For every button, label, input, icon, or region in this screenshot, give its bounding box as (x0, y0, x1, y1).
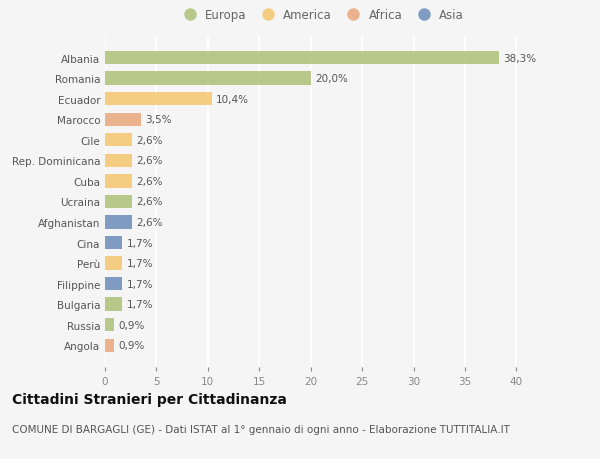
Text: 3,5%: 3,5% (145, 115, 172, 125)
Bar (105, 277, 122, 291)
Text: 1,7%: 1,7% (127, 300, 153, 309)
Bar (105, 319, 114, 332)
Bar (105, 113, 141, 127)
Bar (105, 195, 132, 209)
Bar (105, 154, 132, 168)
Text: 1,7%: 1,7% (127, 279, 153, 289)
Bar (105, 339, 114, 352)
Text: COMUNE DI BARGAGLI (GE) - Dati ISTAT al 1° gennaio di ogni anno - Elaborazione T: COMUNE DI BARGAGLI (GE) - Dati ISTAT al … (12, 425, 510, 435)
Bar (105, 134, 132, 147)
Legend: Europa, America, Africa, Asia: Europa, America, Africa, Asia (173, 5, 469, 27)
Bar (105, 72, 311, 85)
Text: 1,7%: 1,7% (127, 238, 153, 248)
Text: 2,6%: 2,6% (136, 197, 163, 207)
Text: 0,9%: 0,9% (118, 320, 145, 330)
Text: 38,3%: 38,3% (503, 53, 536, 63)
Text: 10,4%: 10,4% (216, 95, 249, 104)
Text: Cittadini Stranieri per Cittadinanza: Cittadini Stranieri per Cittadinanza (12, 392, 287, 406)
Text: 1,7%: 1,7% (127, 258, 153, 269)
Bar (105, 93, 212, 106)
Text: 2,6%: 2,6% (136, 218, 163, 228)
Bar (105, 298, 122, 311)
Text: 2,6%: 2,6% (136, 176, 163, 186)
Bar (105, 52, 499, 65)
Text: 20,0%: 20,0% (315, 74, 348, 84)
Bar (105, 257, 122, 270)
Bar (105, 236, 122, 250)
Text: 0,9%: 0,9% (118, 341, 145, 351)
Bar (105, 175, 132, 188)
Text: 2,6%: 2,6% (136, 135, 163, 146)
Bar (105, 216, 132, 229)
Text: 2,6%: 2,6% (136, 156, 163, 166)
